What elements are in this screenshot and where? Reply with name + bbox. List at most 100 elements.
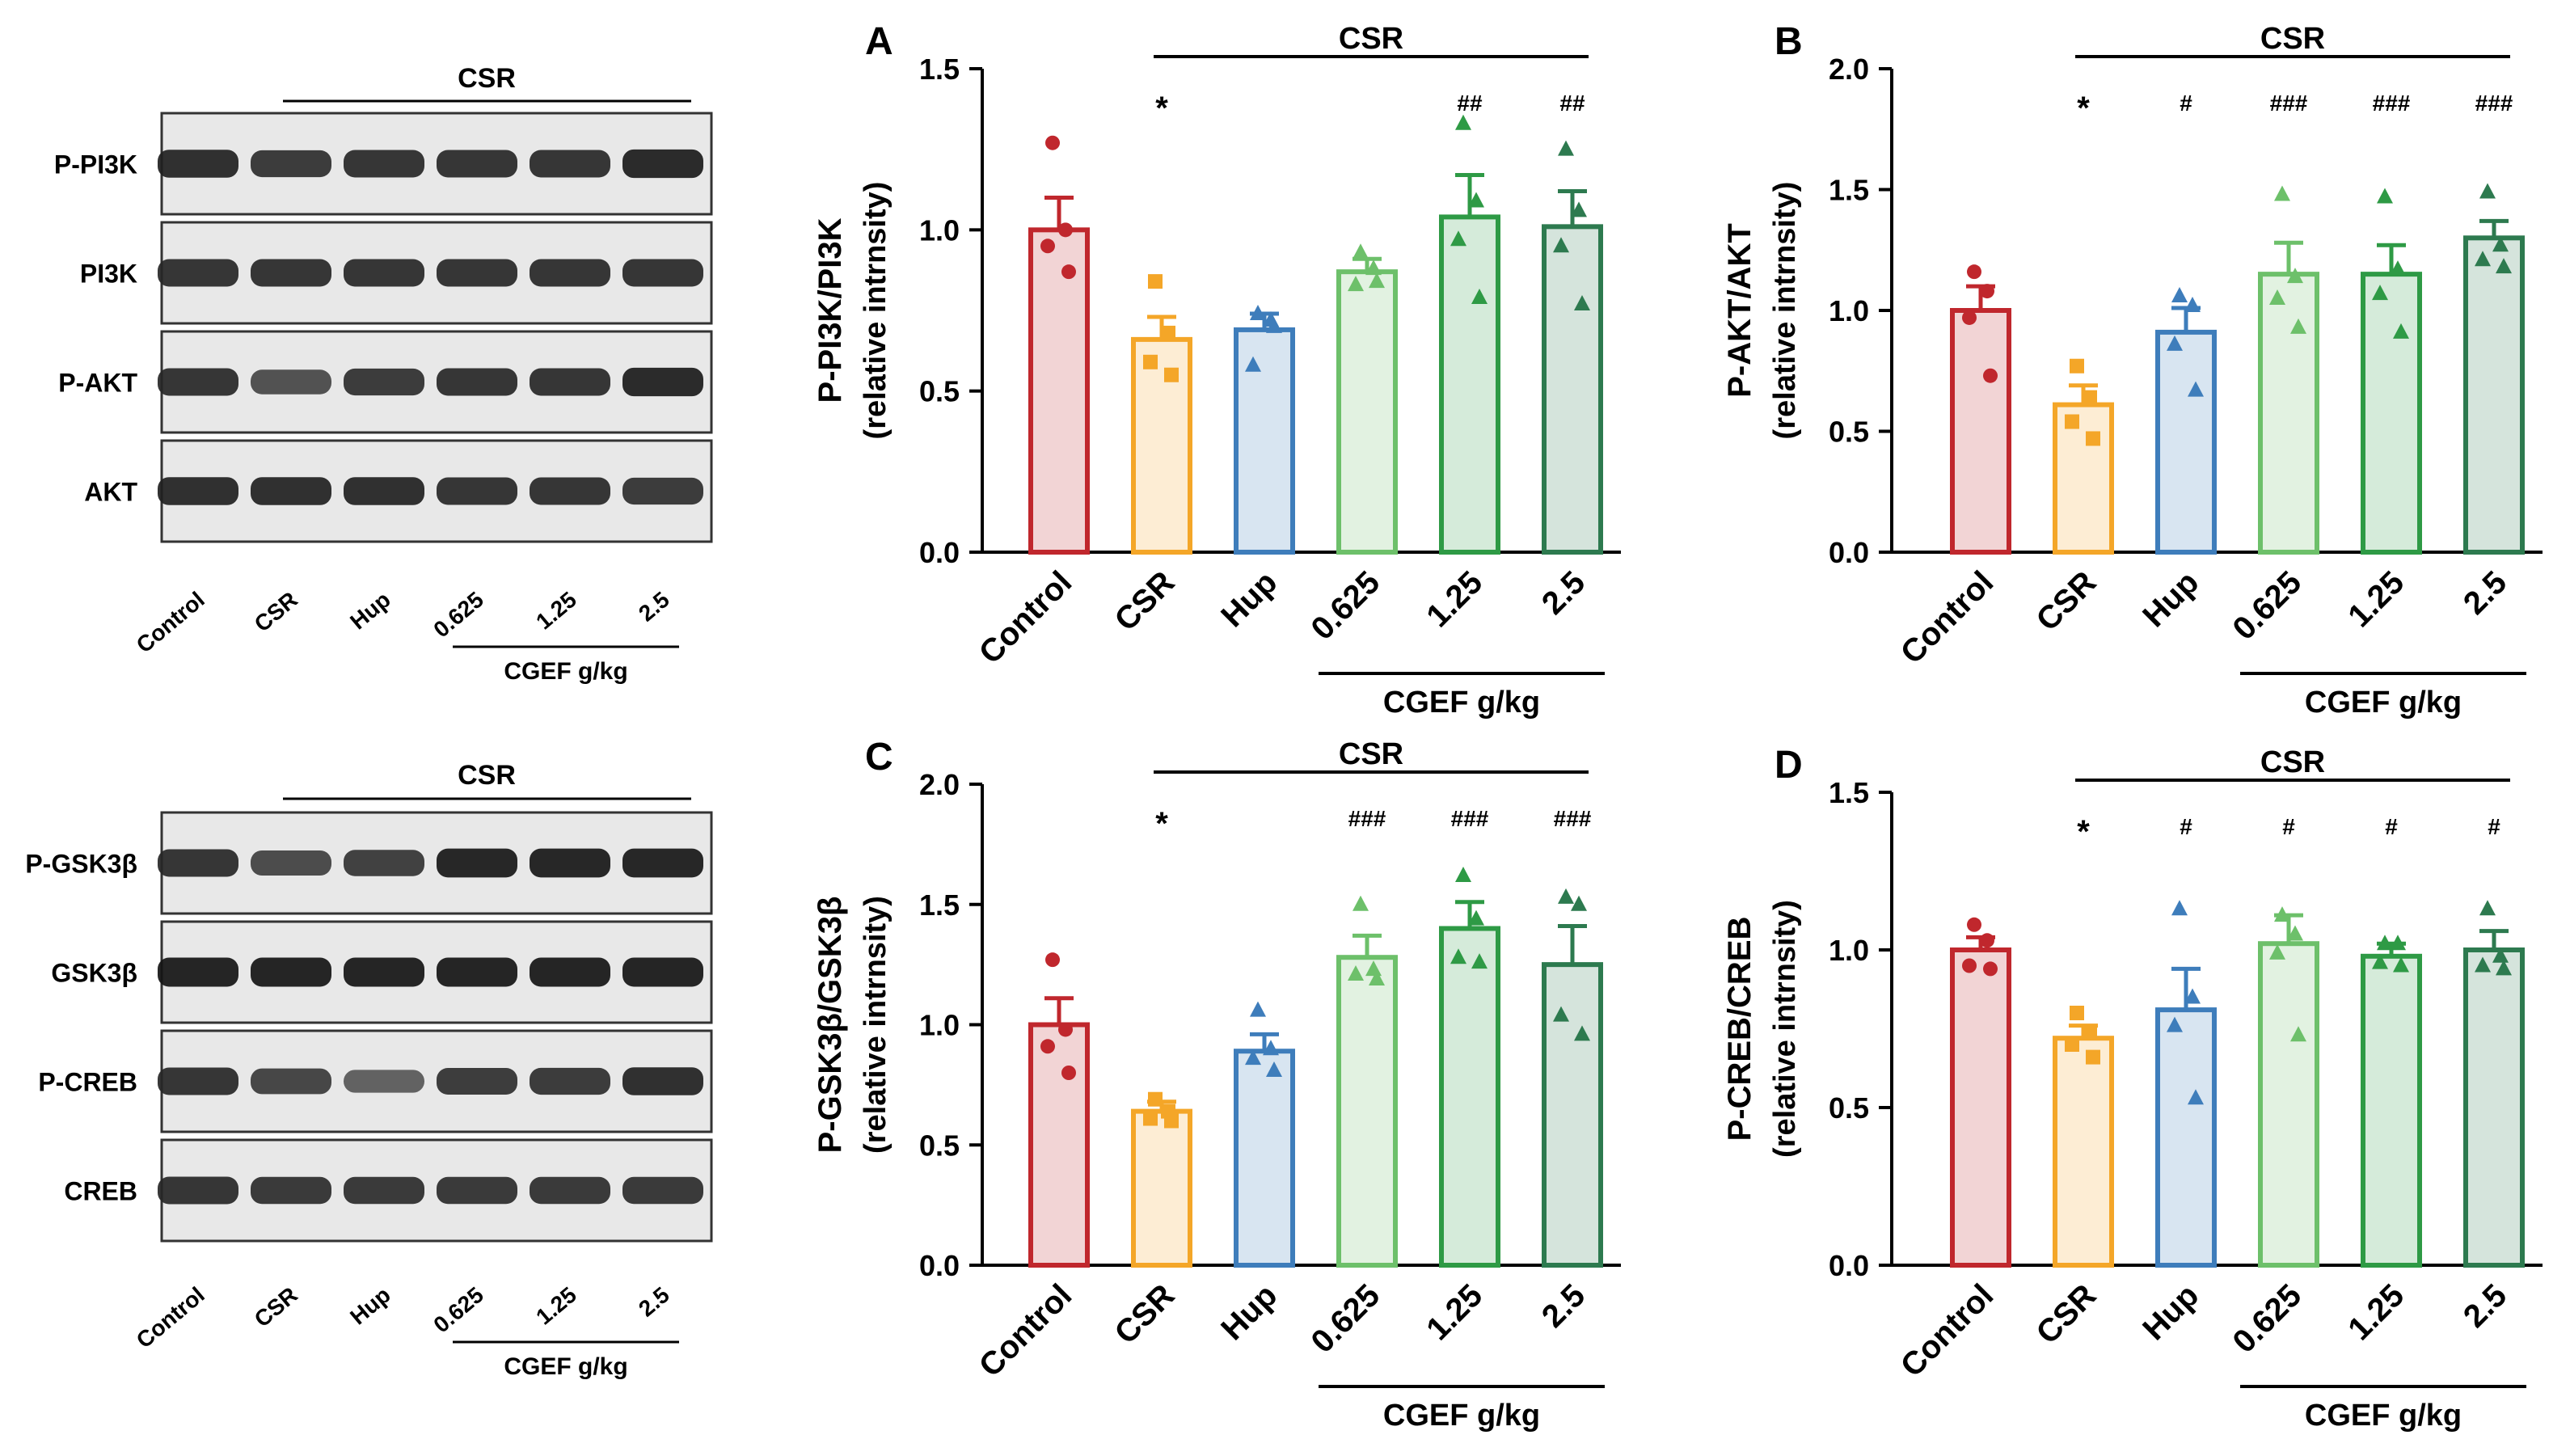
y-tick-label: 2.0 xyxy=(919,768,960,801)
data-point xyxy=(2390,935,2406,951)
cgef-group-label: CGEF g/kg xyxy=(1383,1399,1540,1433)
data-point xyxy=(1164,367,1179,382)
data-point xyxy=(2065,1037,2079,1052)
blot-band xyxy=(437,957,517,987)
blot-band xyxy=(530,957,610,987)
data-point xyxy=(2393,323,2409,339)
data-point xyxy=(2269,943,2285,960)
x-tick-label: 2.5 xyxy=(2457,1277,2513,1334)
data-point xyxy=(2188,381,2204,397)
bar-1-25 xyxy=(1439,214,1500,555)
blot-csr-label: CSR xyxy=(458,760,516,791)
blot-band xyxy=(251,369,331,395)
significance-mark: # xyxy=(2180,91,2192,116)
blot-band xyxy=(437,259,517,287)
data-point xyxy=(1266,1061,1282,1078)
blot-band xyxy=(251,259,331,287)
data-point xyxy=(2070,358,2084,373)
data-point xyxy=(1161,325,1175,340)
significance-mark: # xyxy=(2488,814,2500,839)
data-point xyxy=(1353,895,1369,911)
bar-csr xyxy=(1131,1108,1192,1268)
data-point xyxy=(2496,258,2512,274)
y-tick-label: 0.0 xyxy=(1829,536,1869,569)
data-point xyxy=(1983,368,1998,383)
y-tick-label: 0.5 xyxy=(919,1129,960,1162)
x-tick-label: CSR xyxy=(1108,1277,1182,1351)
blot-band xyxy=(344,850,424,876)
blot-lane-label: 1.25 xyxy=(531,1282,581,1330)
blot-band xyxy=(437,1068,517,1095)
blot-band xyxy=(251,1068,331,1095)
blot-band xyxy=(622,1176,703,1205)
blot-row-label: AKT xyxy=(84,478,137,507)
data-point xyxy=(1061,1066,1076,1080)
cgef-group-label: CGEF g/kg xyxy=(1383,686,1540,720)
data-point xyxy=(2479,183,2496,199)
y-tick-label: 0.0 xyxy=(1829,1249,1869,1282)
blot-band xyxy=(437,477,517,505)
y-tick-label: 0.0 xyxy=(919,1249,960,1282)
data-point xyxy=(2184,297,2201,313)
blot-band xyxy=(344,477,424,505)
bar-1-25 xyxy=(1439,926,1500,1268)
blot-band xyxy=(530,259,610,287)
blot-band xyxy=(622,149,703,179)
data-point xyxy=(1045,135,1060,150)
data-point xyxy=(1348,965,1364,981)
significance-mark: * xyxy=(1155,806,1168,842)
blot-band xyxy=(344,1176,424,1205)
significance-mark: ### xyxy=(1348,806,1386,831)
bar-hup xyxy=(1234,1049,1295,1268)
x-tick-label: 1.25 xyxy=(1420,1277,1489,1347)
data-point xyxy=(2372,285,2388,301)
panel-letter: C xyxy=(865,736,893,779)
western-blot-bottom: CSR P-GSK3β GSK3β P-CREB CREB Control CSR Hup 0.… xyxy=(25,760,713,1380)
blot-band xyxy=(158,368,238,396)
x-tick-label: Hup xyxy=(2136,1277,2205,1347)
bar-control xyxy=(1950,947,2011,1268)
bar-2-5 xyxy=(1542,224,1603,555)
y-axis-title: P-PI3K/PI3K xyxy=(812,217,848,403)
data-point xyxy=(1980,933,1994,948)
bar-csr xyxy=(2053,402,2114,555)
y-axis-subtitle: (relative intrnsity) xyxy=(859,896,893,1154)
data-point xyxy=(1058,1022,1073,1037)
data-point xyxy=(1040,1039,1055,1054)
csr-group-label: CSR xyxy=(2260,745,2325,779)
x-tick-label: 1.25 xyxy=(1420,564,1489,634)
blot-band xyxy=(622,1067,703,1095)
y-tick-label: 1.0 xyxy=(1829,294,1869,327)
significance-mark: ### xyxy=(2475,91,2513,116)
data-point xyxy=(2171,287,2188,303)
data-point xyxy=(1962,958,1977,973)
y-tick-label: 1.5 xyxy=(1829,174,1869,207)
y-axis-title: P-GSK3β/GSK3β xyxy=(812,897,848,1154)
significance-mark: ## xyxy=(1559,91,1585,116)
blot-row-label: PI3K xyxy=(80,260,137,289)
blot-band xyxy=(344,368,424,396)
bar-2-5 xyxy=(2463,235,2525,555)
data-point xyxy=(1967,917,1981,932)
blot-band xyxy=(251,150,331,178)
blot-band xyxy=(251,1176,331,1205)
data-point xyxy=(2390,260,2406,276)
data-point xyxy=(1468,909,1484,926)
blot-band xyxy=(530,1067,610,1095)
y-tick-label: 0.5 xyxy=(919,375,960,408)
data-point xyxy=(2171,900,2188,916)
data-point xyxy=(1553,237,1569,253)
x-tick-label: Control xyxy=(973,564,1079,671)
x-tick-label: Hup xyxy=(1214,1277,1284,1347)
significance-mark: ### xyxy=(1554,806,1592,831)
bar-hup xyxy=(1234,327,1295,555)
chart-panel-c: C 0.0 0.5 1.0 1.5 2.0 P-GSK3β/GSK3β (relative i… xyxy=(812,736,1621,1433)
blot-band xyxy=(622,477,703,505)
data-point xyxy=(1263,1040,1279,1056)
blot-band xyxy=(344,1070,424,1093)
data-point xyxy=(1571,895,1587,911)
bar-csr xyxy=(1131,336,1192,555)
bar-0-625 xyxy=(1336,955,1398,1268)
data-point xyxy=(2496,960,2512,976)
